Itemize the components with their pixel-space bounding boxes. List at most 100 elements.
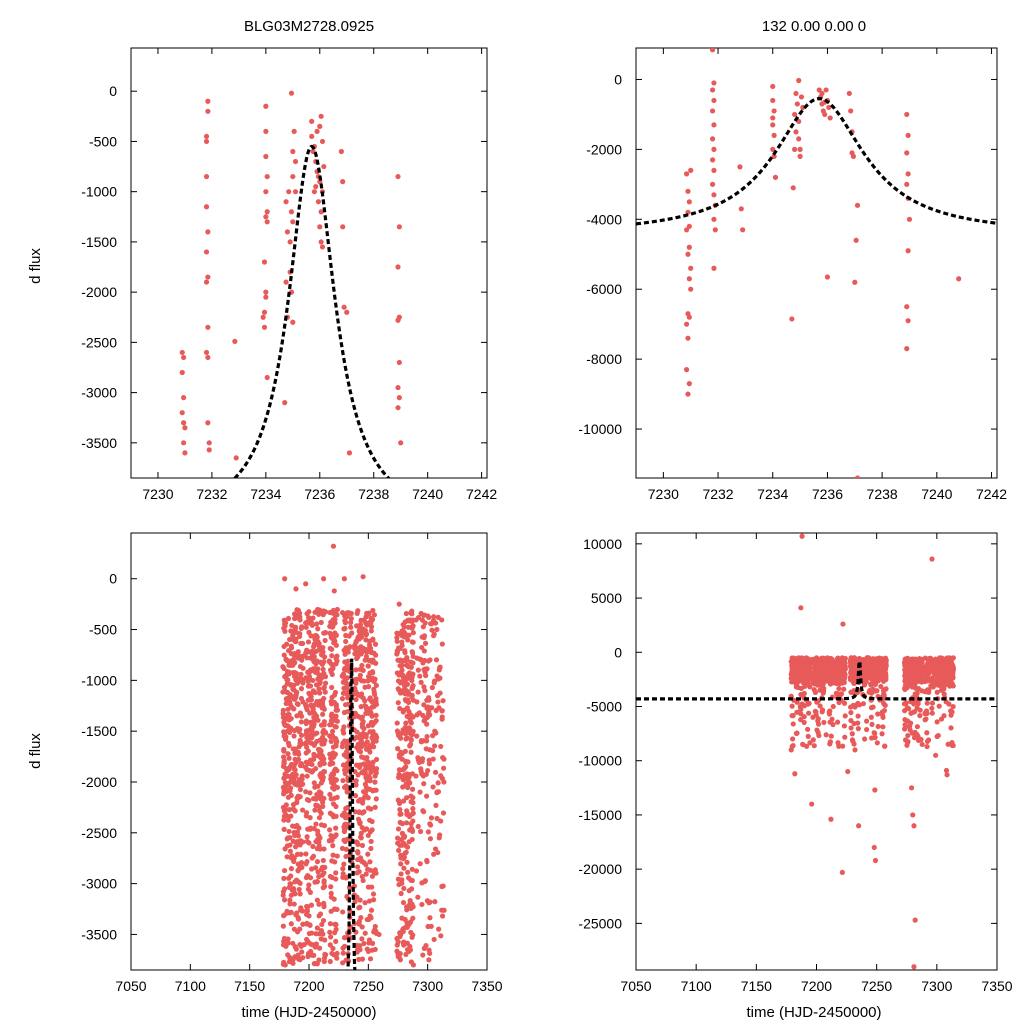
data-point [281, 875, 287, 881]
data-point [288, 643, 294, 649]
data-point [398, 749, 404, 755]
data-point [420, 808, 426, 814]
data-point [850, 659, 856, 666]
data-point [332, 833, 338, 840]
data-point [293, 946, 299, 952]
data-point [914, 732, 920, 738]
data-point [737, 164, 743, 170]
data-point [688, 167, 694, 173]
x-tick-label: 7234 [757, 486, 788, 502]
data-point [298, 686, 305, 692]
x-tick-label: 7200 [801, 978, 832, 994]
data-point [394, 670, 400, 676]
data-point [686, 314, 692, 320]
y-tick-label: -20000 [578, 861, 622, 877]
data-point [709, 48, 716, 53]
data-point [805, 656, 812, 662]
data-point [789, 703, 795, 709]
data-point [316, 913, 322, 919]
data-point [318, 239, 324, 245]
data-point [361, 725, 367, 732]
data-point [296, 633, 303, 640]
data-point [315, 638, 321, 645]
data-point [330, 852, 336, 858]
data-point [298, 713, 305, 719]
data-point [837, 671, 843, 677]
data-point [827, 741, 833, 747]
data-point [331, 795, 337, 801]
data-point [905, 732, 911, 739]
data-point [293, 615, 299, 621]
data-point [282, 788, 288, 794]
data-point [395, 384, 401, 391]
data-point [363, 862, 369, 868]
data-point [403, 610, 409, 617]
data-point [317, 679, 323, 685]
data-point [291, 733, 297, 739]
data-point [287, 848, 293, 854]
data-point [300, 807, 306, 813]
data-point [929, 556, 935, 562]
data-point [328, 661, 334, 667]
data-point [281, 867, 288, 874]
data-point [842, 713, 848, 719]
data-point [372, 779, 378, 785]
data-point [288, 881, 294, 887]
data-point [344, 754, 350, 760]
data-point [374, 756, 380, 763]
data-point [421, 702, 427, 708]
data-point [205, 354, 211, 361]
data-point [402, 633, 408, 640]
data-point [263, 103, 269, 109]
data-point [311, 189, 317, 195]
x-tick-label: 7238 [867, 486, 898, 502]
data-point [427, 657, 433, 663]
data-point [339, 696, 346, 702]
data-point [800, 742, 806, 748]
y-tick-label: 0 [614, 71, 622, 87]
data-point [359, 691, 365, 697]
data-point [306, 616, 312, 622]
x-tick-label: 7200 [293, 978, 324, 994]
data-point [413, 773, 419, 779]
data-point [290, 319, 296, 325]
data-point [367, 675, 374, 681]
data-point [316, 931, 322, 937]
y-tick-label: 0 [109, 571, 117, 587]
data-point [305, 953, 311, 960]
data-point [327, 942, 333, 948]
data-point [318, 780, 324, 786]
data-point [298, 907, 304, 913]
data-point [918, 662, 924, 668]
data-point [398, 440, 404, 446]
data-point [915, 685, 922, 692]
data-point [688, 265, 694, 271]
data-point [363, 788, 369, 795]
data-point [205, 420, 211, 426]
data-point [308, 948, 314, 955]
data-point [319, 921, 325, 928]
data-point [826, 711, 833, 717]
data-point [306, 674, 313, 680]
data-point [290, 148, 296, 155]
data-point [910, 812, 916, 818]
data-point [794, 677, 800, 683]
data-point [334, 853, 340, 859]
data-point [711, 167, 717, 173]
data-point [427, 950, 433, 956]
data-point [321, 900, 327, 906]
data-point [371, 703, 377, 709]
data-point [851, 688, 857, 694]
data-points [179, 90, 404, 461]
data-point [333, 813, 339, 819]
data-point [438, 818, 444, 824]
data-point [935, 663, 941, 670]
data-point [426, 900, 432, 906]
data-point [206, 440, 212, 446]
data-points [788, 533, 957, 970]
data-point [934, 670, 940, 676]
data-point [307, 826, 313, 832]
data-point [944, 772, 950, 778]
data-point [370, 728, 376, 735]
data-point [283, 782, 289, 789]
